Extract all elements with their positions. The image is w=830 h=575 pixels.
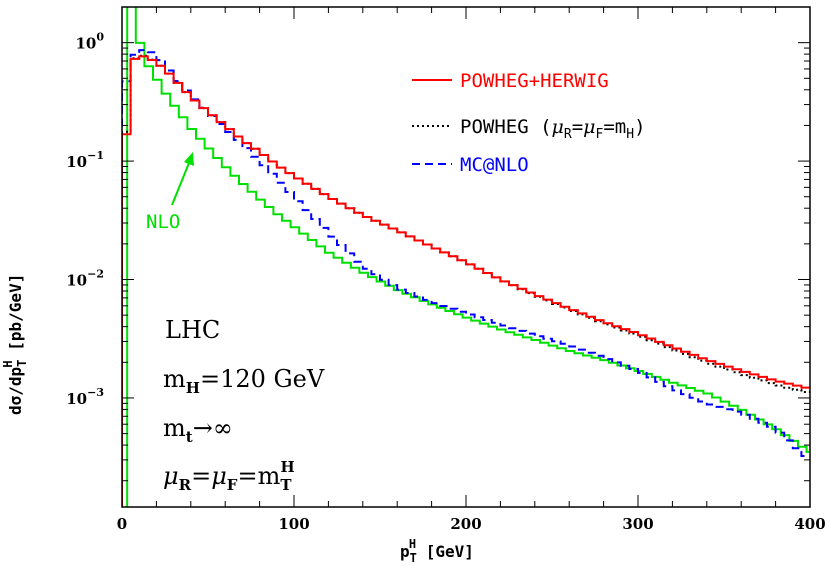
y-tick-label: 10−1 xyxy=(66,149,104,171)
higgs-mass-sub: H xyxy=(186,379,200,397)
higgs-mass-m: m xyxy=(163,365,186,393)
top-mass-m: m xyxy=(163,414,186,442)
top-mass-arrow: →∞ xyxy=(193,414,233,442)
x-tick-label: 400 xyxy=(794,515,825,533)
x-axis-title: pTH [GeV] xyxy=(400,537,474,565)
legend-powheg-post: ) xyxy=(634,116,645,138)
top-mass-label: mt→∞ xyxy=(163,414,233,446)
nlo-arrow-head xyxy=(184,152,194,166)
scale-mu1: μ xyxy=(163,462,179,490)
y-title-sub: T xyxy=(15,360,29,367)
x-tick-label: 200 xyxy=(450,515,481,533)
legend-powheg-pre: POWHEG ( xyxy=(460,116,552,138)
legend: POWHEG+HERWIG POWHEG (μR=μF=mH) MC@NLO xyxy=(412,70,646,176)
legend-powheg-m: m xyxy=(615,116,626,138)
lhc-label: LHC xyxy=(165,316,220,344)
series-nlo xyxy=(126,7,810,507)
scale-eq1: = xyxy=(191,462,211,490)
legend-powheg-mu2: μ xyxy=(583,116,595,138)
y-tick-label: 10−3 xyxy=(66,386,104,408)
legend-label-mcatnlo: MC@NLO xyxy=(460,154,529,176)
x-title-p: p xyxy=(400,542,410,561)
series-layer xyxy=(122,7,810,507)
x-tick-label: 0 xyxy=(117,515,127,533)
nlo-label: NLO xyxy=(146,211,180,233)
nlo-arrow-shaft xyxy=(171,157,192,206)
scale-mu2: μ xyxy=(211,462,227,490)
scale-R: R xyxy=(179,476,192,494)
legend-powheg-mu1: μ xyxy=(552,116,564,138)
legend-powheg-H: H xyxy=(626,127,634,142)
legend-label-powheg-herwig: POWHEG+HERWIG xyxy=(460,70,609,92)
x-tick-label: 100 xyxy=(278,515,309,533)
legend-label-powheg: POWHEG (μR=μF=mH) xyxy=(460,116,646,142)
y-tick-label: 10−2 xyxy=(66,268,104,290)
top-mass-sub: t xyxy=(186,428,193,446)
y-tick-label: 100 xyxy=(75,31,104,53)
scale-eq2: =m xyxy=(237,462,280,490)
y-title-unit: [pb/GeV] xyxy=(6,274,25,361)
x-title-sub: T xyxy=(410,551,417,565)
scale-F: F xyxy=(227,476,238,494)
x-tick-label: 300 xyxy=(622,515,653,533)
physics-annotations: LHC mH=120 GeV mt→∞ μR=μF=mTH xyxy=(163,316,325,494)
legend-powheg-eq1: = xyxy=(572,116,583,138)
scale-T: T xyxy=(280,476,292,494)
higgs-mass-val: =120 GeV xyxy=(200,365,325,393)
legend-powheg-eq2: = xyxy=(603,116,614,138)
y-title-sup: H xyxy=(1,360,15,367)
ticks-layer: 0 100 200 300 400 100 10−1 10−2 10−3 xyxy=(66,6,826,533)
x-title-sup: H xyxy=(409,537,416,551)
legend-powheg-F: F xyxy=(596,127,604,142)
higgs-mass-label: mH=120 GeV xyxy=(163,365,325,397)
nlo-annotation: NLO xyxy=(146,152,194,233)
y-title-pre: dσ/dp xyxy=(6,367,25,415)
y-axis-title: dσ/dpTH [pb/GeV] xyxy=(1,274,29,415)
legend-powheg-R: R xyxy=(564,127,572,142)
x-title-unit: [GeV] xyxy=(416,542,474,561)
scale-H: H xyxy=(281,458,295,476)
scale-label: μR=μF=mTH xyxy=(163,458,295,494)
series-powheg-herwig xyxy=(122,55,810,507)
